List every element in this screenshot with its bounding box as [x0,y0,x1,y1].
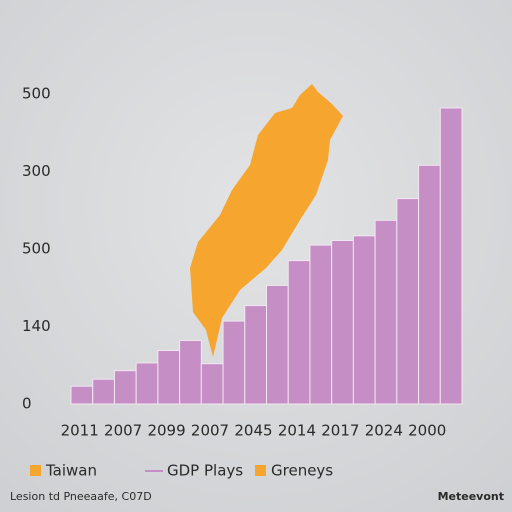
x-tick-label: 2024 [365,422,403,440]
bar [266,284,289,405]
bar [244,305,267,405]
x-tick-label: 2011 [61,422,99,440]
x-tick-label: 2007 [191,422,229,440]
bar [179,339,202,405]
bar [352,235,376,405]
x-tick-label: 2099 [147,422,185,440]
bar [92,378,115,405]
x-tick-label: 2017 [321,422,359,440]
bar [287,260,311,405]
bar [200,363,224,405]
bar [157,350,181,405]
legend-label: Taiwan [45,462,97,480]
bar [309,244,333,405]
x-tick-label: 2007 [104,422,142,440]
y-tick-label: 500 [22,240,51,258]
bar [135,362,159,405]
legend-swatch [30,465,41,476]
bars [70,107,463,405]
footer-right: Meteevont [438,490,504,503]
bar [374,219,398,405]
bar [222,320,246,405]
bar [439,107,463,405]
legend-swatch [255,465,266,476]
bar [113,370,137,405]
bar [396,198,420,405]
taiwan-shape [190,84,343,357]
x-tick-label: 2014 [278,422,316,440]
x-tick-label: 2000 [408,422,446,440]
footer-left: Lesion td Pneeaafe, C07D [10,490,152,503]
x-tick-label: 2045 [234,422,272,440]
legend-label: Greneys [271,462,333,480]
bar [70,385,94,405]
y-tick-label: 0 [22,395,32,413]
y-tick-label: 500 [22,85,51,103]
bar [418,164,441,405]
y-tick-label: 300 [22,162,51,180]
y-tick-label: 140 [22,317,51,335]
bar [331,239,354,405]
legend-label: GDP Plays [167,462,243,480]
